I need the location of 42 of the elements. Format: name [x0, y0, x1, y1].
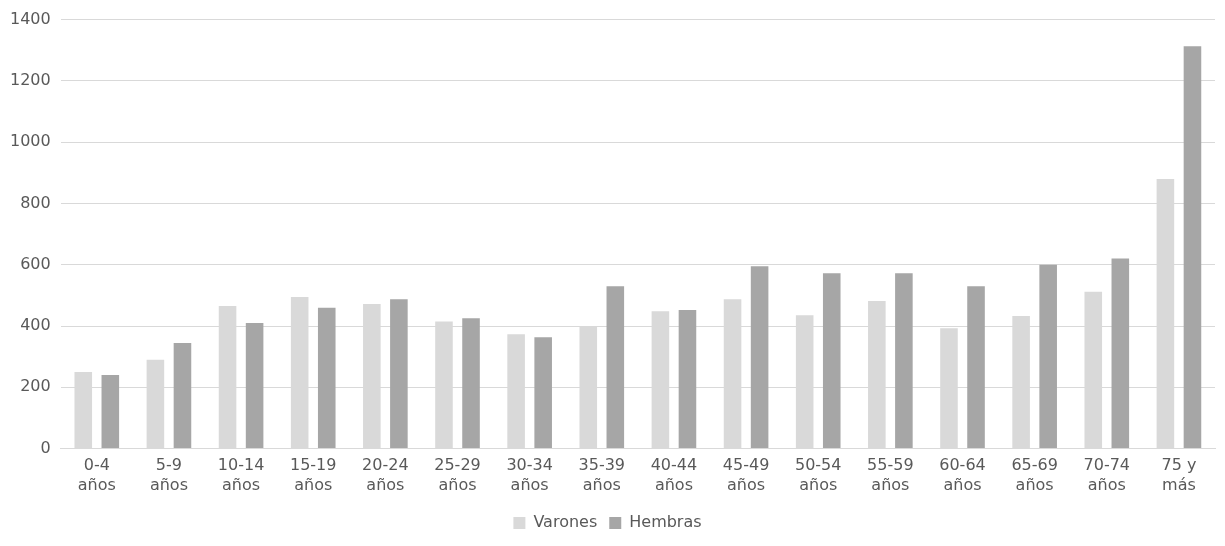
- x-tick-label: 60-64 años: [939, 455, 986, 494]
- bar: [967, 286, 985, 449]
- x-tick-label: 75 y más: [1161, 455, 1197, 494]
- x-tick-label: 10-14 años: [217, 455, 265, 494]
- x-tick-label: 30-34 años: [506, 455, 553, 494]
- x-tick-label: 20-24 años: [362, 455, 409, 494]
- bar: [1111, 258, 1130, 449]
- y-tick-label: 400: [20, 315, 51, 335]
- y-tick-label: 800: [20, 192, 51, 212]
- x-tick-label: 70-74 años: [1083, 455, 1131, 494]
- bar: [750, 266, 769, 449]
- y-tick-label: 1400: [10, 8, 51, 28]
- y-tick-label: 1200: [10, 70, 51, 90]
- x-tick-label: 40-44 años: [650, 455, 698, 494]
- bar: [1183, 46, 1202, 449]
- x-tick-label: 45-49 años: [722, 455, 770, 494]
- y-tick-label: 0: [40, 437, 51, 457]
- bar: [534, 337, 552, 449]
- x-tick-label: 5-9 años: [149, 455, 188, 494]
- x-tick-label: 0-4 años: [77, 455, 116, 494]
- y-tick-label: 1000: [10, 131, 51, 151]
- bar: [895, 273, 913, 449]
- bar: [245, 322, 264, 449]
- bar: [173, 342, 192, 449]
- bar: [1039, 264, 1057, 449]
- legend-label: Varones: [533, 512, 598, 532]
- legend-label: Hembras: [629, 512, 702, 532]
- x-tick-label: 15-19 años: [289, 455, 337, 494]
- bar: [678, 310, 697, 449]
- bar: [101, 375, 120, 449]
- bar: [822, 273, 841, 449]
- x-tick-label: 25-29 años: [434, 455, 481, 494]
- x-tick-label: 50-54 años: [794, 455, 842, 494]
- bar: [462, 318, 480, 449]
- bar: [606, 286, 625, 449]
- bar: [390, 299, 408, 449]
- x-tick-label: 35-39 años: [578, 455, 626, 494]
- y-tick-label: 200: [20, 376, 51, 396]
- x-tick-label: 65-69 años: [1011, 455, 1058, 494]
- bar: [317, 307, 336, 449]
- x-tick-label: 55-59 años: [867, 455, 914, 494]
- y-tick-label: 600: [20, 253, 51, 273]
